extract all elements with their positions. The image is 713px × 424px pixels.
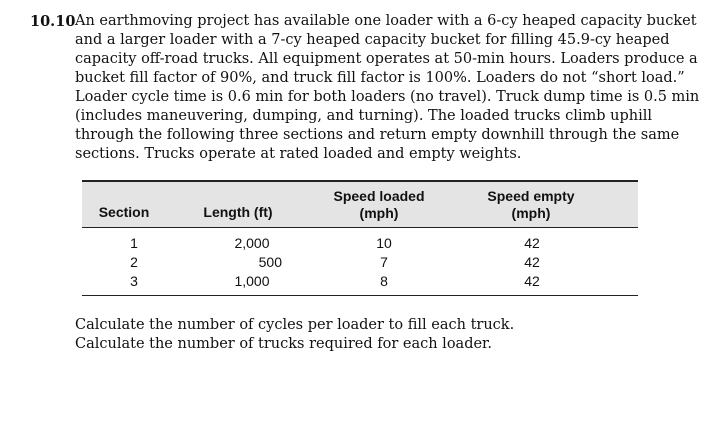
problem-statement: 10.10 An earthmoving project has availab… bbox=[30, 12, 700, 164]
problem-line: Loader cycle time is 0.6 min for both lo… bbox=[75, 89, 700, 105]
cell-section: 1 bbox=[130, 235, 138, 251]
header-speed-empty: Speed empty (mph) bbox=[466, 188, 596, 222]
problem-line: capacity off-road trucks. All equipment … bbox=[75, 51, 698, 67]
header-speed-empty-line1: Speed empty bbox=[487, 188, 575, 204]
questions: Calculate the number of cycles per loade… bbox=[75, 316, 675, 354]
cell-speed-empty: 42 bbox=[524, 254, 540, 270]
cell-length: 2,000 bbox=[234, 235, 270, 251]
cell-length: 500 bbox=[258, 254, 282, 270]
header-speed-loaded: Speed loaded (mph) bbox=[314, 188, 444, 222]
problem-line: (includes maneuvering, dumping, and turn… bbox=[75, 108, 652, 124]
table-header bbox=[82, 180, 638, 228]
header-section: Section bbox=[98, 204, 150, 220]
header-speed-empty-line2: (mph) bbox=[511, 205, 551, 221]
problem-line: sections. Trucks operate at rated loaded… bbox=[75, 146, 522, 162]
problem-text: An earthmoving project has available one… bbox=[75, 12, 700, 164]
header-speed-loaded-line2: (mph) bbox=[359, 205, 399, 221]
cell-speed-loaded: 10 bbox=[376, 235, 392, 251]
question-line: Calculate the number of trucks required … bbox=[75, 336, 493, 352]
cell-speed-loaded: 8 bbox=[380, 273, 388, 289]
section-speed-table: Section Length (ft) Speed loaded (mph) S… bbox=[82, 180, 638, 297]
cell-section: 3 bbox=[130, 273, 138, 289]
cell-length: 1,000 bbox=[234, 273, 270, 289]
problem-line: bucket fill factor of 90%, and truck fil… bbox=[75, 70, 685, 86]
cell-section: 2 bbox=[130, 254, 138, 270]
cell-speed-loaded: 7 bbox=[380, 254, 388, 270]
header-speed-loaded-line1: Speed loaded bbox=[333, 188, 425, 204]
table-bottom-rule bbox=[82, 295, 638, 296]
problem-line: An earthmoving project has available one… bbox=[75, 13, 697, 29]
problem-line: and a larger loader with a 7-cy heaped c… bbox=[75, 32, 670, 48]
cell-speed-empty: 42 bbox=[524, 273, 540, 289]
question-line: Calculate the number of cycles per loade… bbox=[75, 317, 515, 333]
cell-speed-empty: 42 bbox=[524, 235, 540, 251]
header-length: Length (ft) bbox=[203, 204, 273, 220]
problem-line: through the following three sections and… bbox=[75, 127, 680, 143]
problem-number: 10.10 bbox=[30, 13, 76, 30]
